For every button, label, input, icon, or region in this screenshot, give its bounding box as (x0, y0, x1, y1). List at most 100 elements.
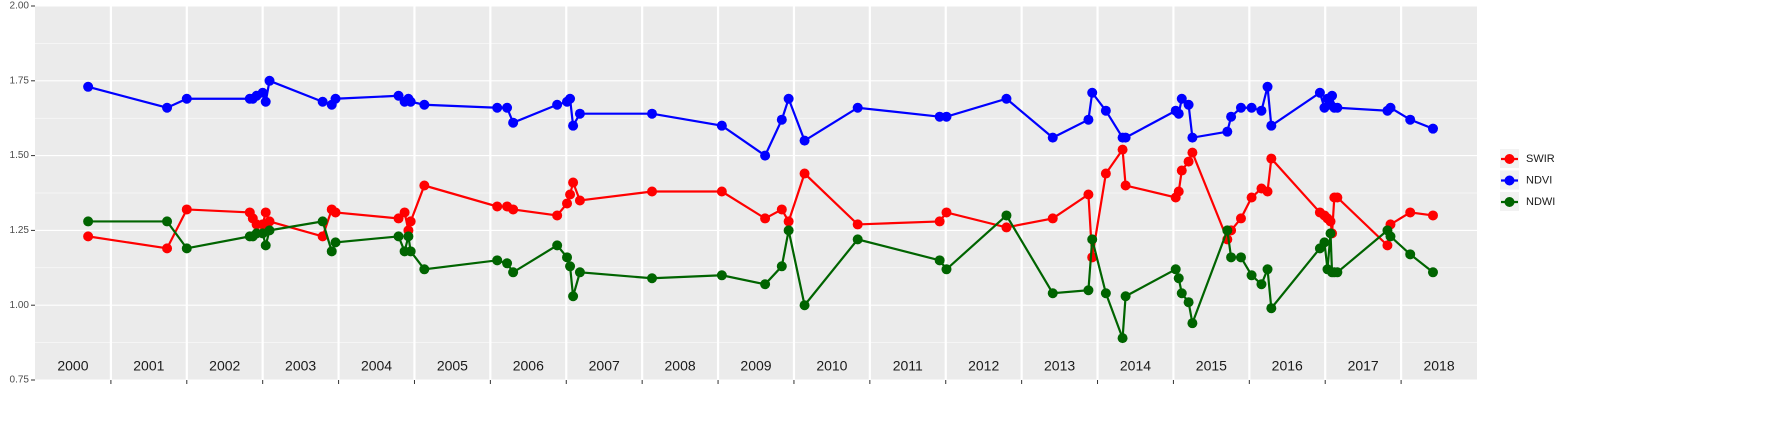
year-label: 2012 (968, 358, 999, 374)
point (574, 108, 585, 119)
point (260, 240, 271, 251)
point (941, 111, 952, 122)
point (562, 252, 573, 263)
point (405, 246, 416, 257)
point (1047, 132, 1058, 143)
point (1083, 285, 1094, 296)
point (1222, 126, 1233, 137)
point (83, 231, 94, 242)
point (1117, 333, 1128, 344)
point (1100, 288, 1111, 299)
point (1332, 102, 1343, 113)
point (1176, 93, 1187, 104)
point (1427, 123, 1438, 134)
year-label: 2016 (1272, 358, 1303, 374)
point (1187, 147, 1198, 158)
point (783, 216, 794, 227)
point (565, 189, 576, 200)
point (1319, 237, 1330, 248)
point (1120, 132, 1131, 143)
point (1262, 81, 1273, 92)
legend-point (1504, 154, 1515, 164)
point (1327, 90, 1338, 101)
point (326, 246, 337, 257)
year-label: 2005 (437, 358, 468, 374)
point (264, 216, 275, 227)
point (1246, 270, 1257, 281)
point (257, 87, 268, 98)
point (181, 204, 192, 215)
point (1235, 252, 1246, 263)
point (162, 216, 173, 227)
point (776, 261, 787, 272)
point (317, 96, 328, 107)
year-label: 2004 (361, 358, 392, 374)
point (1226, 252, 1237, 263)
point (1405, 207, 1416, 218)
point (934, 111, 945, 122)
point (508, 204, 519, 215)
point (1385, 231, 1396, 242)
y-tick-label: 0.75 (10, 375, 30, 386)
point (260, 96, 271, 107)
point (1246, 192, 1257, 203)
point (330, 237, 341, 248)
point (783, 93, 794, 104)
year-label: 2015 (1196, 358, 1227, 374)
point (1266, 153, 1277, 164)
point (568, 120, 579, 131)
point (260, 207, 271, 218)
year-label: 2006 (513, 358, 544, 374)
point (162, 102, 173, 113)
point (760, 279, 771, 290)
point (1183, 99, 1194, 110)
point (1120, 180, 1131, 191)
point (405, 96, 416, 107)
year-label: 2008 (665, 358, 696, 374)
point (1083, 189, 1094, 200)
point (405, 216, 416, 227)
point (647, 273, 658, 284)
point (83, 81, 94, 92)
point (776, 204, 787, 215)
legend: SWIR NDVI NDWI (1500, 149, 1555, 211)
point (716, 270, 727, 281)
point (1170, 264, 1181, 275)
legend-label: NDWI (1526, 196, 1555, 208)
point (317, 216, 328, 227)
point (508, 117, 519, 128)
point (1256, 279, 1267, 290)
year-label: 2014 (1120, 358, 1151, 374)
point (799, 168, 810, 179)
legend-point (1504, 175, 1515, 186)
point (1235, 102, 1246, 113)
point (1405, 114, 1416, 125)
point (1120, 291, 1131, 302)
point (181, 243, 192, 254)
point (934, 216, 945, 227)
y-tick-label: 1.50 (10, 150, 30, 161)
point (568, 177, 579, 188)
point (716, 120, 727, 131)
point (562, 198, 573, 209)
year-label: 2011 (893, 358, 923, 374)
point (1325, 228, 1336, 239)
y-tick-label: 1.75 (10, 75, 30, 86)
point (419, 264, 430, 275)
y-tick-label: 1.25 (10, 225, 30, 236)
point (1427, 267, 1438, 278)
point (1173, 108, 1184, 119)
point (1266, 303, 1277, 314)
point (1256, 105, 1267, 116)
point (568, 291, 579, 302)
point (1262, 186, 1273, 197)
year-label: 2002 (209, 358, 240, 374)
point (852, 234, 863, 245)
point (492, 201, 503, 212)
point (647, 186, 658, 197)
point (502, 258, 513, 269)
point (330, 207, 341, 218)
point (1047, 213, 1058, 224)
point (1266, 120, 1277, 131)
point (1047, 288, 1058, 299)
